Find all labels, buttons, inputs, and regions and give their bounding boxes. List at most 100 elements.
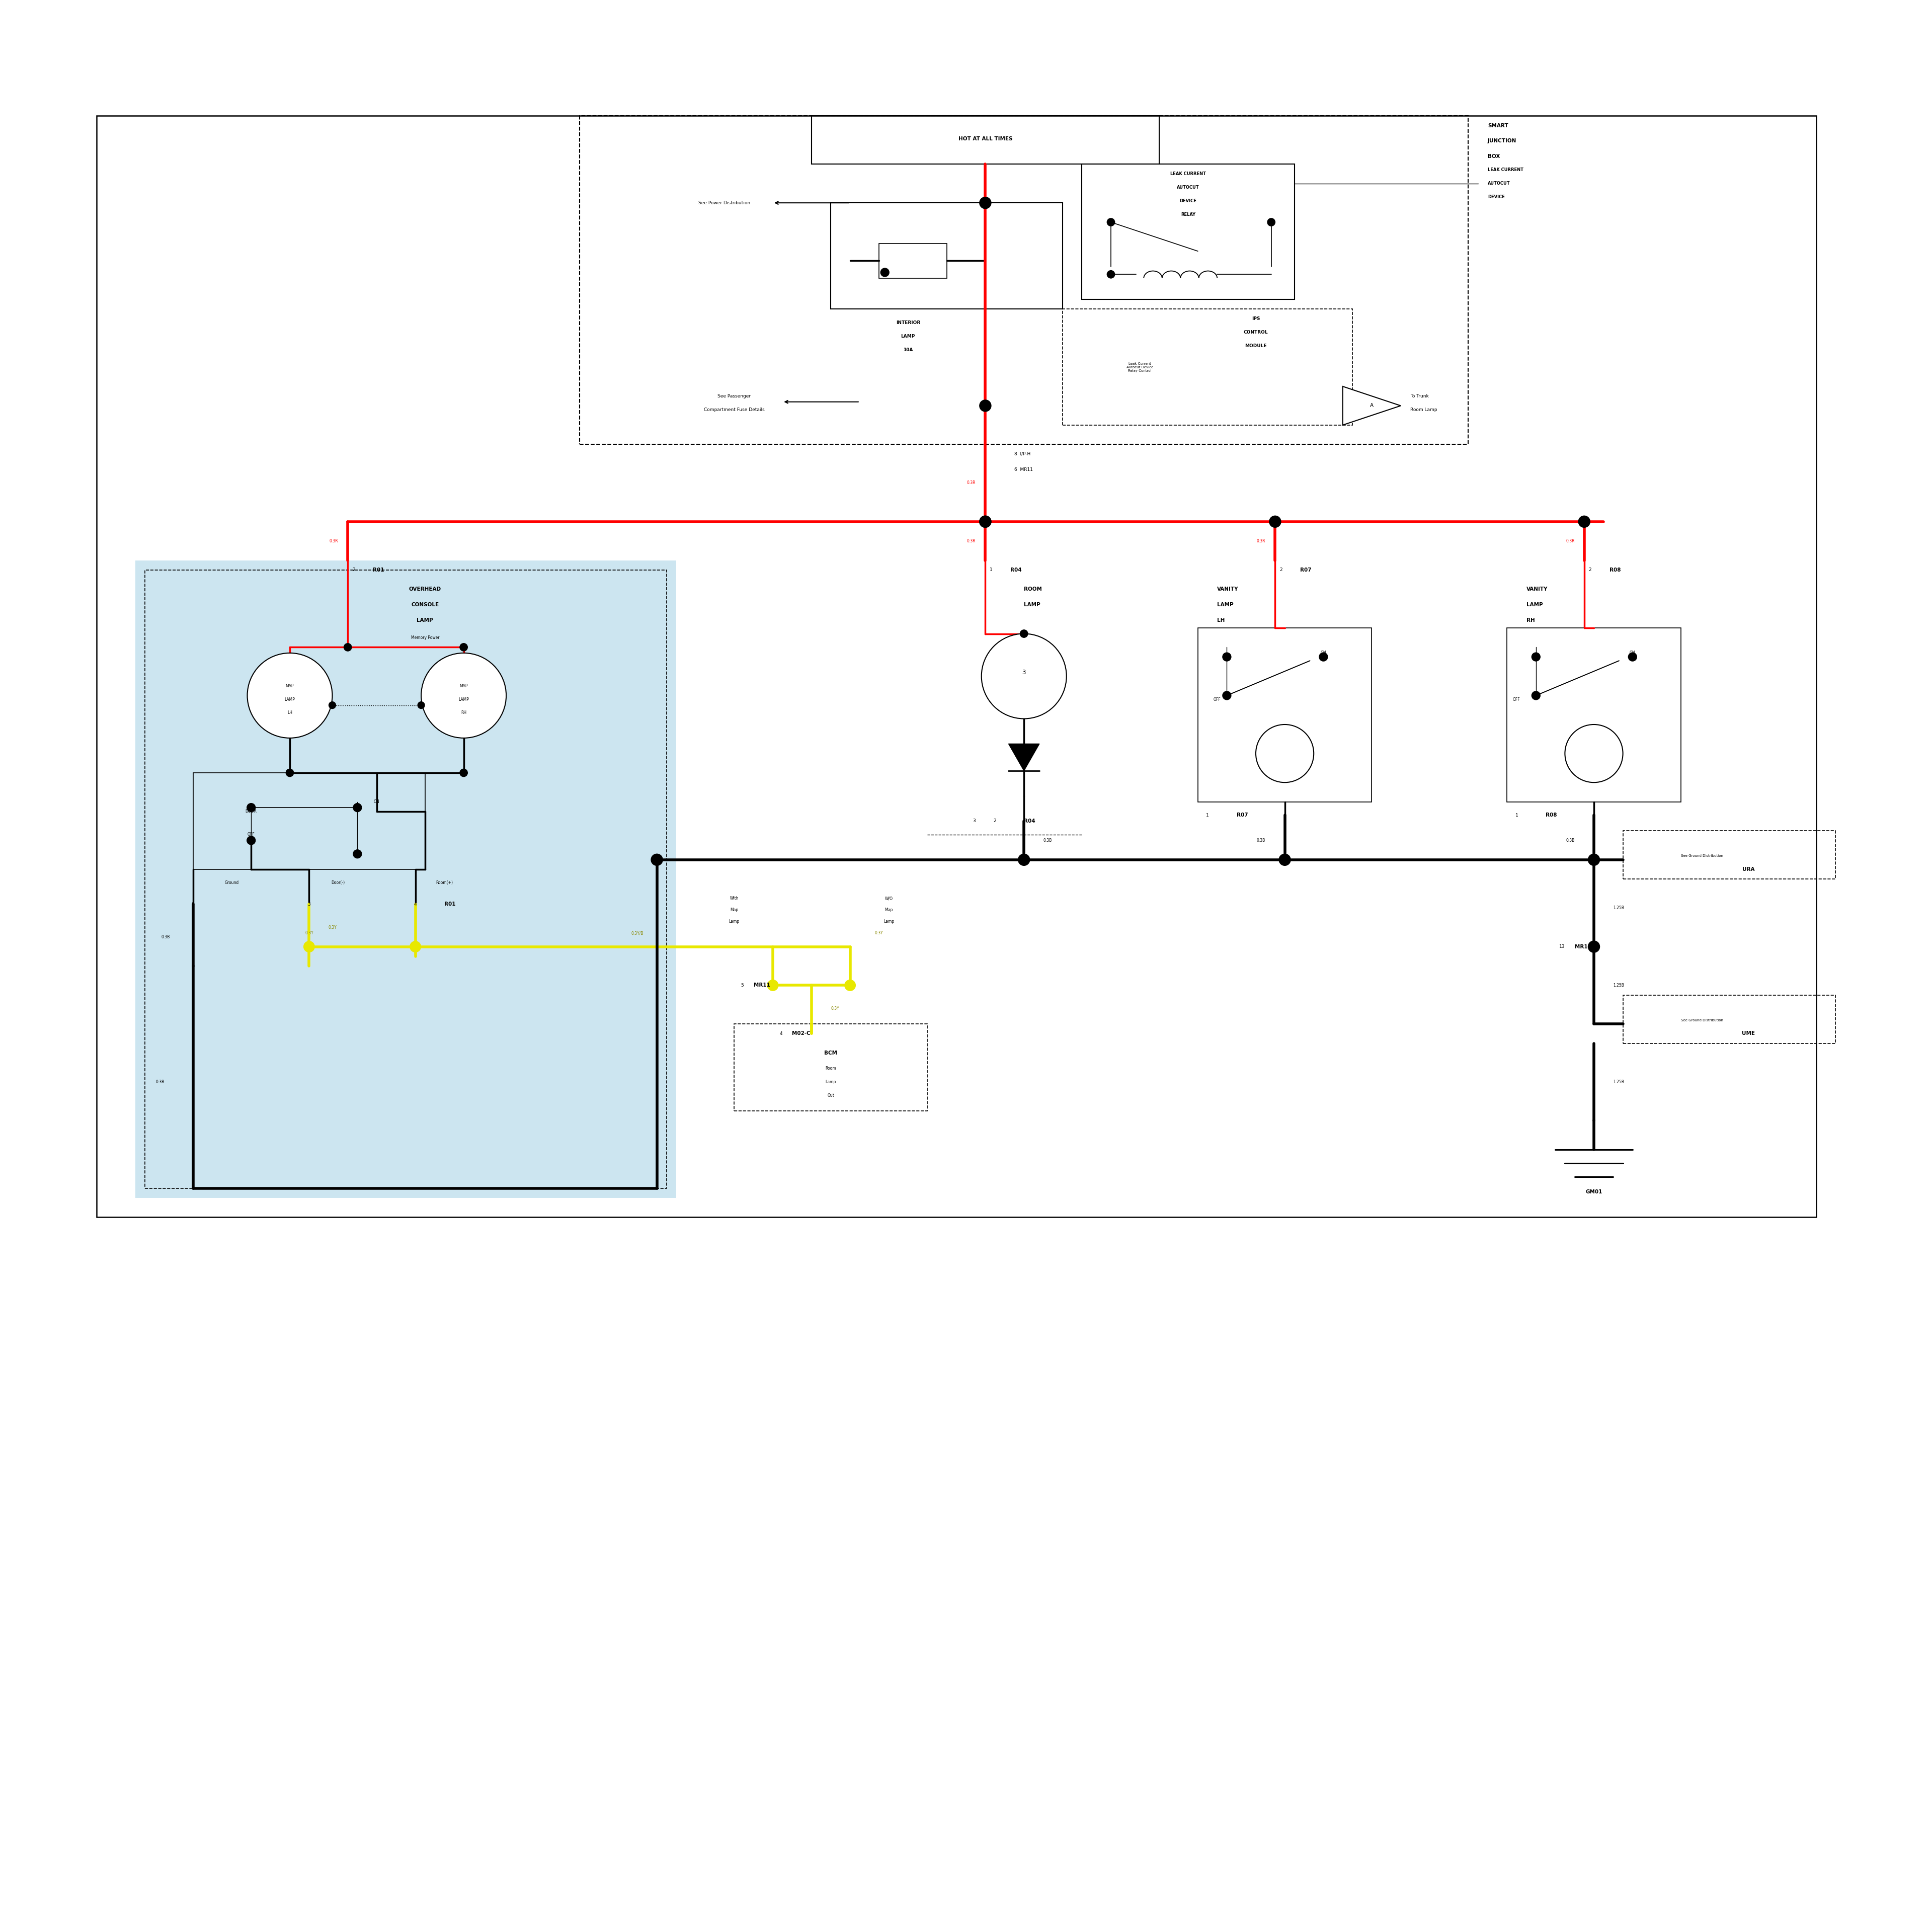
Circle shape [460,769,468,777]
Text: M02-C: M02-C [792,1032,811,1036]
Circle shape [1588,854,1600,866]
Text: AUTOCUT: AUTOCUT [1488,182,1511,185]
Text: LH: LH [1217,618,1225,622]
Text: With: With [730,896,738,900]
Text: RELAY: RELAY [1180,213,1196,216]
Circle shape [1532,653,1540,661]
Text: R08: R08 [1609,568,1621,572]
Circle shape [1107,270,1115,278]
Circle shape [1320,653,1327,661]
Text: Lamp: Lamp [883,920,895,923]
Text: ON: ON [1629,651,1636,655]
Text: 4: 4 [413,902,417,906]
Text: CONTROL: CONTROL [1244,330,1267,334]
Text: GM01: GM01 [1586,1190,1602,1194]
Text: OFF: OFF [1213,697,1221,701]
Text: Room: Room [825,1066,837,1070]
Text: 0.3R: 0.3R [1565,539,1575,543]
Circle shape [1020,630,1028,638]
Bar [1063,309,1352,425]
Text: Out: Out [827,1094,835,1097]
Text: MR11: MR11 [1575,945,1592,949]
Text: 1: 1 [1515,813,1519,817]
Text: MODULE: MODULE [1244,344,1267,348]
Circle shape [980,400,991,412]
Text: RH: RH [462,711,466,715]
Text: Leak Current
Autocut Device
Relay Control: Leak Current Autocut Device Relay Contro… [1126,361,1153,373]
Text: 1: 1 [1206,813,1209,817]
Text: RH: RH [1526,618,1534,622]
Text: ROOM: ROOM [1024,587,1041,591]
Text: CONSOLE: CONSOLE [412,603,439,607]
Text: AUTOCUT: AUTOCUT [1177,185,1200,189]
Circle shape [417,701,425,709]
Bar [145,570,667,1188]
Circle shape [247,804,255,811]
Text: 1.25B: 1.25B [1613,1080,1625,1084]
Text: UME: UME [1743,1032,1754,1036]
Text: SMART: SMART [1488,124,1509,128]
Text: R01: R01 [444,902,456,906]
Text: 2: 2 [993,819,997,823]
Text: BCM: BCM [825,1051,837,1055]
Bar [811,116,1159,164]
Circle shape [1629,653,1636,661]
Text: Door(-): Door(-) [330,881,346,885]
Text: R04: R04 [1010,568,1022,572]
Text: R08: R08 [1546,813,1557,817]
Text: 13: 13 [1559,945,1565,949]
Text: HOT AT ALL TIMES: HOT AT ALL TIMES [958,137,1012,141]
Text: INTERIOR: INTERIOR [896,321,920,325]
Text: 1.25B: 1.25B [1613,983,1625,987]
Text: Map: Map [885,908,893,912]
Bar [1507,628,1681,802]
Text: DEVICE: DEVICE [1488,195,1505,199]
Circle shape [344,643,352,651]
Circle shape [421,653,506,738]
Bar [97,116,1816,1217]
Text: Lamp: Lamp [728,920,740,923]
Text: 6  MR11: 6 MR11 [1014,468,1034,471]
Circle shape [354,850,361,858]
Text: DOOR: DOOR [245,810,257,813]
Text: 0.3B: 0.3B [1258,838,1265,842]
Text: See Power Distribution: See Power Distribution [699,201,750,205]
Circle shape [1532,692,1540,699]
Text: Ground: Ground [224,881,240,885]
Bar [1623,995,1835,1043]
Text: R04: R04 [1024,819,1036,823]
Text: BOX: BOX [1488,155,1499,158]
Text: 0.3Y: 0.3Y [305,931,313,935]
Text: 0.3Y: 0.3Y [831,1007,838,1010]
Text: 0.3B: 0.3B [1567,838,1575,842]
Text: Room(+): Room(+) [437,881,452,885]
Text: 3: 3 [974,819,976,823]
Circle shape [1269,516,1281,527]
Text: Memory Power: Memory Power [412,636,439,639]
Circle shape [1256,725,1314,782]
Bar [193,773,425,869]
Text: LAMP: LAMP [900,334,916,338]
Text: R07: R07 [1236,813,1248,817]
Circle shape [1588,941,1600,952]
Circle shape [651,854,663,866]
Text: URA: URA [1743,867,1754,871]
Text: LH: LH [288,711,292,715]
Text: 5: 5 [742,983,744,987]
Text: 2: 2 [352,568,355,572]
Bar [580,116,1468,444]
Text: Map: Map [730,908,738,912]
Text: LAMP: LAMP [417,618,433,622]
Polygon shape [1009,744,1039,771]
Circle shape [354,804,361,811]
Text: See Passenger: See Passenger [717,394,752,398]
Text: 2: 2 [1279,568,1283,572]
Text: 0.3Y: 0.3Y [328,925,336,929]
Text: 0.3R: 0.3R [328,539,338,543]
Bar [734,1024,927,1111]
Text: 0.3B: 0.3B [162,935,170,939]
Circle shape [1018,854,1030,866]
Circle shape [1565,725,1623,782]
Circle shape [303,941,315,952]
Text: VANITY: VANITY [1217,587,1238,591]
